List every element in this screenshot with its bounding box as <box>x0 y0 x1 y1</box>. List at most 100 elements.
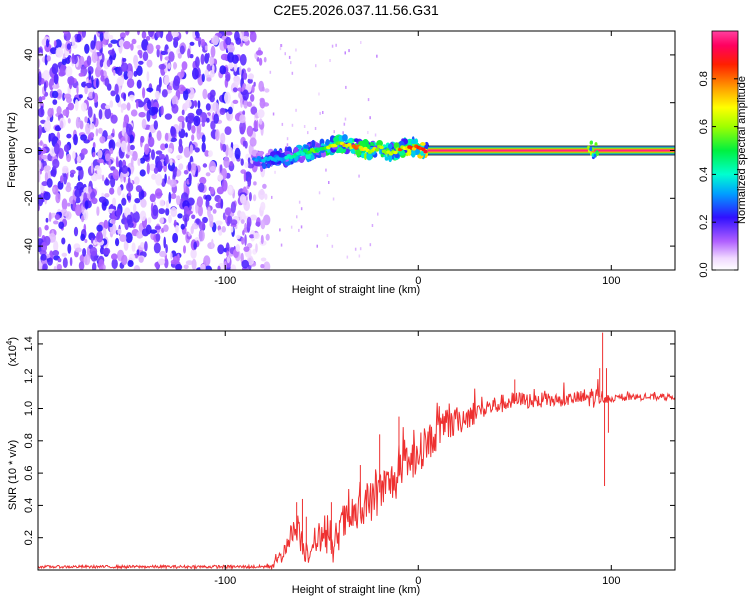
spectrogram-noise-cell <box>75 204 82 216</box>
spectrogram-noise-cell <box>139 157 146 164</box>
spectrogram-noise-cell <box>208 150 213 157</box>
spectrogram-noise-cell <box>126 102 131 111</box>
spectrogram-noise-cell <box>212 35 219 46</box>
spectrogram-noise-cell <box>53 73 59 85</box>
spectrogram-track-cell <box>267 163 271 169</box>
spectrogram-noise-cell <box>235 244 240 252</box>
spectrogram-noise-cell <box>136 79 142 89</box>
spectrogram-noise-cell <box>104 193 110 198</box>
spectrogram-noise-cell <box>215 202 222 209</box>
spectrogram-noise-cell <box>247 78 253 84</box>
spectrogram-noise-cell <box>65 211 72 220</box>
spectrogram-noise-cell <box>104 77 110 87</box>
snr-ytick-label: 0.2 <box>23 530 35 545</box>
spectrogram-noise-cell <box>140 198 147 208</box>
spectrogram-noise-cell <box>72 151 76 160</box>
spectrogram-speck <box>288 55 291 59</box>
spectrogram-noise-cell <box>146 87 154 93</box>
spectrogram-noise-cell <box>44 42 52 53</box>
spectrogram-noise-cell <box>207 52 210 59</box>
snr-ytick-label: 1.4 <box>23 336 35 351</box>
spectrogram-noise-cell <box>38 96 43 103</box>
spectrogram-noise-cell <box>231 54 239 64</box>
spectrogram-track-cell <box>256 156 261 160</box>
spectrogram-noise-cell <box>239 194 247 204</box>
spectrogram-noise-cell <box>230 212 235 217</box>
spectrogram-noise-cell <box>158 153 165 161</box>
spectrogram-noise-cell <box>45 217 49 223</box>
colorbar: 0.0 0.2 0.4 0.6 0.8 Normalized spectral ampl… <box>698 30 748 278</box>
spectrogram-noise-cell <box>185 132 188 138</box>
spectrogram-noise-cell <box>65 66 73 77</box>
spectrogram-noise-cell <box>261 86 265 92</box>
spectrogram-noise-cell <box>120 107 124 113</box>
spectrogram-noise-cell <box>212 102 220 112</box>
spectrogram-speck <box>319 111 321 115</box>
spectrogram-noise-cell <box>128 253 136 262</box>
spectrogram-noise-cell <box>130 109 138 117</box>
spectrogram-noise-cell <box>217 244 225 255</box>
spectrogram-noise-cell <box>46 55 51 62</box>
spectrogram-speck <box>318 92 320 96</box>
spectrogram-noise-cell <box>81 148 88 155</box>
spectrogram-noise-cell <box>157 160 163 173</box>
spectrogram-speck <box>348 49 350 53</box>
spectrogram-track-cell <box>595 151 599 156</box>
spectrogram-noise-cell <box>64 35 67 40</box>
spectrogram-track-cell <box>296 144 303 149</box>
spectrogram-noise-cell <box>239 54 247 66</box>
spectrogram-noise-cell <box>173 75 181 87</box>
spectrogram-noise-cell <box>244 140 248 149</box>
spectrogram-noise-cell <box>263 261 271 270</box>
spectrogram-track-cell <box>379 145 384 150</box>
spectrogram-noise-cell <box>263 56 267 63</box>
spectrogram-noise-cell <box>142 51 149 62</box>
spectrogram-track-cell <box>387 143 393 150</box>
spectrogram-noise-cell <box>62 109 70 117</box>
spectrogram-noise-cell <box>71 36 76 47</box>
spectrogram-noise-cell <box>138 60 144 65</box>
spectrogram-noise-cell <box>242 230 245 236</box>
spectrogram-ytick-label: -40 <box>23 238 35 254</box>
spectrogram-speck <box>290 61 292 65</box>
spectrogram-noise-cell <box>87 106 93 118</box>
spectrogram-noise-cell <box>135 185 142 193</box>
spectrogram-noise-cell <box>121 197 127 206</box>
spectrogram-noise-cell <box>111 219 116 225</box>
spectrogram-noise-cell <box>145 36 151 41</box>
spectrogram-noise-cell <box>260 201 266 211</box>
spectrogram-noise-cell <box>183 89 189 101</box>
spectrogram-noise-cell <box>163 75 170 86</box>
spectrogram-noise-cell <box>44 171 49 183</box>
spectrogram-track-cell <box>303 144 309 149</box>
spectrogram-speck <box>342 131 344 135</box>
spectrogram-noise-cell <box>151 173 157 180</box>
spectrogram-noise-cell <box>170 126 176 136</box>
spectrogram-noise-cell <box>199 176 207 185</box>
snr-xtick-label: 0 <box>415 575 421 587</box>
spectrogram-noise-cell <box>155 233 161 242</box>
spectrogram-speck <box>296 215 298 219</box>
spectrogram-noise-cell <box>86 55 92 66</box>
spectrogram-noise-cell <box>195 56 200 68</box>
spectrogram-noise-cell <box>81 31 86 38</box>
spectrogram-noise-cell <box>38 226 42 238</box>
spectrogram-noise-cell <box>225 242 230 253</box>
spectrogram-noise-cell <box>224 207 232 216</box>
spectrogram-track-cell <box>393 150 398 155</box>
spectrogram-noise-cell <box>248 73 254 80</box>
spectrogram-noise-cell <box>264 88 270 93</box>
spectrogram-noise-cell <box>159 199 165 207</box>
snr-ytick-label: 0.4 <box>23 498 35 513</box>
spectrogram-track-cell <box>591 147 595 152</box>
spectrogram-noise-cell <box>163 224 169 232</box>
spectrogram-noise-cell <box>93 113 96 126</box>
spectrogram-noise-cell <box>173 37 180 42</box>
spectrogram-noise-cell <box>113 69 116 76</box>
spectrogram-noise-cell <box>88 70 92 81</box>
spectrogram-noise-cell <box>201 73 205 83</box>
spectrogram-noise-cell <box>201 122 206 127</box>
spectrogram-noise-cell <box>76 181 84 191</box>
spectrogram-noise-cell <box>183 205 189 212</box>
spectrogram-noise-cell <box>192 31 196 39</box>
